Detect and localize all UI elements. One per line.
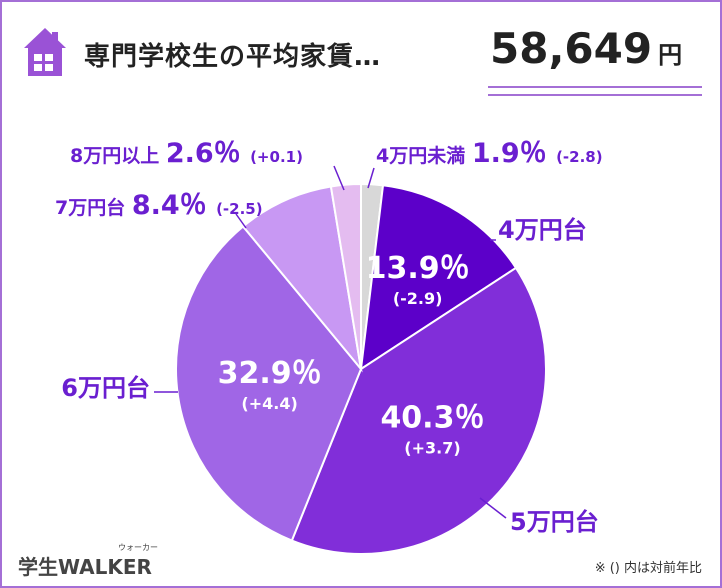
slice-label: 5万円台: [510, 508, 599, 536]
pie-slice: [329, 182, 362, 370]
pie-slice: [290, 266, 547, 555]
average-rent-value: 58,649: [490, 24, 653, 73]
leader-line: [479, 497, 507, 519]
slice-percent: 32.9％: [218, 356, 322, 391]
slice-outer-label: 7万円台 8.4％ (-2.5): [55, 190, 263, 221]
logo-text: 学生WALKER: [18, 555, 152, 579]
average-rent: 58,649 円: [490, 24, 682, 73]
chart-title: 専門学校生の平均家賃…: [84, 42, 382, 72]
slice-percent: 13.9％: [366, 251, 470, 286]
slice-change: (+0.1): [250, 148, 303, 166]
logo-subtext: ウォーカー: [118, 543, 158, 552]
slice-change: (-2.9): [393, 289, 443, 308]
slice-change: (-2.8): [556, 148, 603, 166]
slice-label: 8万円以上: [70, 145, 166, 167]
house-icon: [24, 28, 66, 76]
slice-label: 4万円台: [498, 216, 587, 244]
rent-underline: [488, 86, 702, 96]
slice-label: 7万円台: [55, 196, 132, 219]
slice-change: (+4.4): [241, 394, 297, 413]
slice-change: (-2.5): [216, 200, 263, 218]
slice-outer-label: 8万円以上 2.6％ (+0.1): [70, 138, 303, 169]
slice-label: 4万円未満: [376, 144, 472, 167]
slice-change: (+3.7): [404, 439, 460, 458]
slice-label: 6万円台: [61, 374, 150, 402]
leader-line: [333, 165, 345, 191]
slice-outer-label: 4万円未満 1.9％ (-2.8): [376, 138, 603, 169]
slice-percent: 2.6％: [166, 138, 250, 169]
slice-percent: 40.3％: [380, 401, 484, 436]
slice-percent: 8.4％: [132, 190, 216, 221]
average-rent-unit: 円: [658, 41, 683, 69]
leader-line: [367, 167, 375, 189]
pie-slice: [359, 184, 518, 372]
slice-percent: 1.9％: [472, 138, 556, 169]
leader-line: [235, 213, 247, 229]
footnote: ※ () 内は対前年比: [594, 561, 702, 576]
pie-slice: [175, 225, 363, 542]
logo: 学生WALKER ウォーカー: [18, 543, 158, 579]
